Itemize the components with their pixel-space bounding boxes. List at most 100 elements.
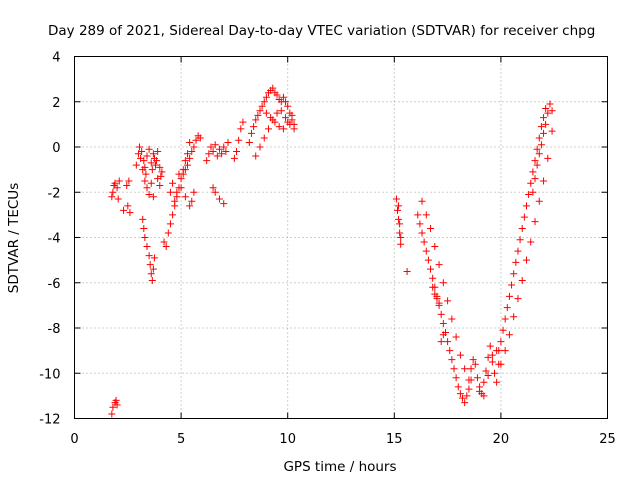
data-point bbox=[143, 152, 151, 160]
data-point bbox=[501, 347, 509, 355]
data-point bbox=[288, 111, 296, 119]
data-point bbox=[177, 175, 185, 183]
tick-layer bbox=[74, 56, 608, 419]
data-point bbox=[211, 188, 219, 196]
data-point bbox=[403, 267, 411, 275]
data-point bbox=[254, 111, 262, 119]
data-point bbox=[544, 154, 552, 162]
data-point bbox=[495, 347, 503, 355]
data-point bbox=[448, 315, 456, 323]
data-point bbox=[525, 191, 533, 199]
data-point bbox=[427, 265, 435, 273]
data-point bbox=[418, 197, 426, 205]
data-point bbox=[145, 252, 153, 260]
data-point bbox=[114, 195, 122, 203]
data-point bbox=[439, 319, 447, 327]
data-point bbox=[154, 175, 162, 183]
x-tick-label: 5 bbox=[177, 432, 185, 447]
data-point bbox=[282, 114, 290, 122]
data-point bbox=[501, 315, 509, 323]
data-point bbox=[262, 93, 270, 101]
data-point bbox=[140, 224, 148, 232]
data-point bbox=[177, 184, 185, 192]
data-point bbox=[141, 234, 149, 241]
data-point bbox=[192, 136, 200, 144]
data-point bbox=[115, 177, 123, 185]
data-point bbox=[108, 410, 116, 418]
data-point bbox=[153, 157, 161, 165]
data-point bbox=[465, 376, 473, 384]
data-point bbox=[145, 145, 153, 153]
data-point bbox=[211, 141, 219, 149]
data-point bbox=[392, 195, 400, 203]
data-point bbox=[505, 292, 513, 300]
data-point bbox=[518, 276, 526, 284]
data-point bbox=[505, 331, 513, 339]
data-point bbox=[476, 387, 484, 395]
data-point bbox=[473, 374, 481, 382]
data-point bbox=[146, 261, 154, 269]
data-point bbox=[247, 129, 255, 137]
chart-title: Day 289 of 2021, Sidereal Day-to-day VTE… bbox=[48, 23, 595, 39]
data-point bbox=[269, 84, 277, 92]
data-point bbox=[448, 356, 456, 364]
data-point bbox=[531, 157, 539, 165]
x-tick-label: 20 bbox=[493, 432, 510, 447]
data-point bbox=[456, 390, 464, 398]
data-point bbox=[527, 179, 535, 187]
data-point bbox=[152, 161, 160, 169]
data-point bbox=[196, 134, 204, 142]
data-point bbox=[439, 331, 447, 339]
x-axis-label: GPS time / hours bbox=[283, 459, 396, 475]
y-tick-label: 4 bbox=[52, 51, 60, 66]
data-point bbox=[109, 188, 117, 196]
data-point bbox=[527, 238, 535, 246]
data-point bbox=[542, 120, 550, 128]
data-point bbox=[497, 360, 505, 368]
data-point bbox=[456, 351, 464, 359]
data-point bbox=[397, 234, 405, 241]
data-point bbox=[446, 347, 454, 355]
data-point bbox=[465, 385, 473, 393]
data-point bbox=[186, 138, 194, 146]
data-point bbox=[444, 297, 452, 305]
data-point bbox=[142, 170, 150, 178]
data-point bbox=[120, 206, 128, 214]
data-point bbox=[396, 220, 404, 228]
data-point bbox=[273, 91, 281, 99]
data-point bbox=[491, 369, 499, 377]
data-point bbox=[429, 274, 437, 282]
data-point bbox=[186, 154, 194, 162]
data-point bbox=[220, 143, 228, 151]
data-point bbox=[422, 247, 430, 255]
y-tick-label: -10 bbox=[39, 367, 60, 382]
data-point bbox=[435, 299, 443, 307]
data-point bbox=[284, 118, 292, 126]
data-point bbox=[537, 123, 545, 131]
data-point bbox=[514, 295, 522, 303]
y-tick-label: 2 bbox=[52, 96, 60, 111]
data-point bbox=[516, 236, 524, 244]
data-point bbox=[512, 258, 520, 266]
data-point bbox=[416, 220, 424, 228]
data-point bbox=[484, 372, 492, 380]
data-point bbox=[422, 211, 430, 219]
data-point bbox=[148, 166, 156, 174]
data-point bbox=[437, 310, 445, 318]
data-point bbox=[215, 145, 223, 153]
data-point bbox=[424, 256, 432, 264]
data-point bbox=[484, 353, 492, 361]
data-point bbox=[145, 191, 153, 199]
y-tick-label: 0 bbox=[52, 141, 60, 156]
data-point bbox=[149, 193, 157, 201]
data-point bbox=[540, 129, 548, 137]
data-point bbox=[252, 152, 260, 160]
x-tick-label: 15 bbox=[386, 432, 403, 447]
data-point bbox=[463, 392, 471, 400]
data-point bbox=[258, 102, 266, 110]
data-point bbox=[166, 188, 174, 196]
data-point bbox=[444, 338, 452, 346]
data-point bbox=[220, 200, 228, 208]
data-point bbox=[544, 109, 552, 117]
